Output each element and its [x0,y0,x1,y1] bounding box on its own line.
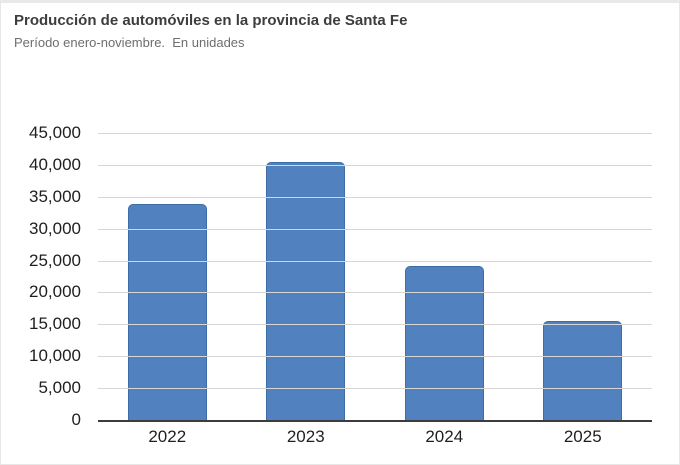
y-tick-label: 20,000 [29,282,81,302]
y-tick-label: 0 [71,410,81,429]
plot-area [98,133,652,422]
gridline [98,164,652,166]
gridline [98,133,652,134]
y-tick-label: 30,000 [29,218,81,238]
gridline [98,260,652,262]
chart-title: Producción de automóviles en la provinci… [14,12,408,29]
y-tick-label: 40,000 [29,154,81,174]
y-axis: 0 5,000 10,000 15,000 20,000 25,000 30,000 35,0… [1,3,89,464]
y-tick-label: 10,000 [29,346,81,366]
x-tick-label: 2025 [563,427,602,446]
bar-2023 [266,162,346,420]
y-tick-label: 25,000 [29,250,81,270]
y-tick-label: 15,000 [29,314,81,334]
x-tick-label: 2023 [286,427,325,446]
gridline [98,228,652,230]
gridline [98,388,652,390]
x-axis: 2022 2023 2024 2025 [98,427,652,447]
gridline [98,324,652,326]
y-tick-label: 45,000 [29,123,81,142]
gridline [98,292,652,294]
chart-subtitle: Período enero-noviembre. En unidades [14,35,245,50]
bar-slot [237,133,376,420]
y-tick-label: 5,000 [38,378,81,398]
gridline [98,356,652,358]
bar-slot [375,133,514,420]
x-tick-label: 2022 [148,427,187,446]
x-tick-label: 2024 [425,427,464,446]
bar-series [98,133,652,420]
bar-2024 [404,266,484,420]
chart-header: Producción de automóviles en la provinci… [14,11,666,51]
y-tick-label: 35,000 [29,186,81,206]
bar-2022 [127,203,207,420]
bar-slot [98,133,237,420]
gridline [98,196,652,198]
bar-2025 [543,320,623,420]
bar-slot [514,133,653,420]
